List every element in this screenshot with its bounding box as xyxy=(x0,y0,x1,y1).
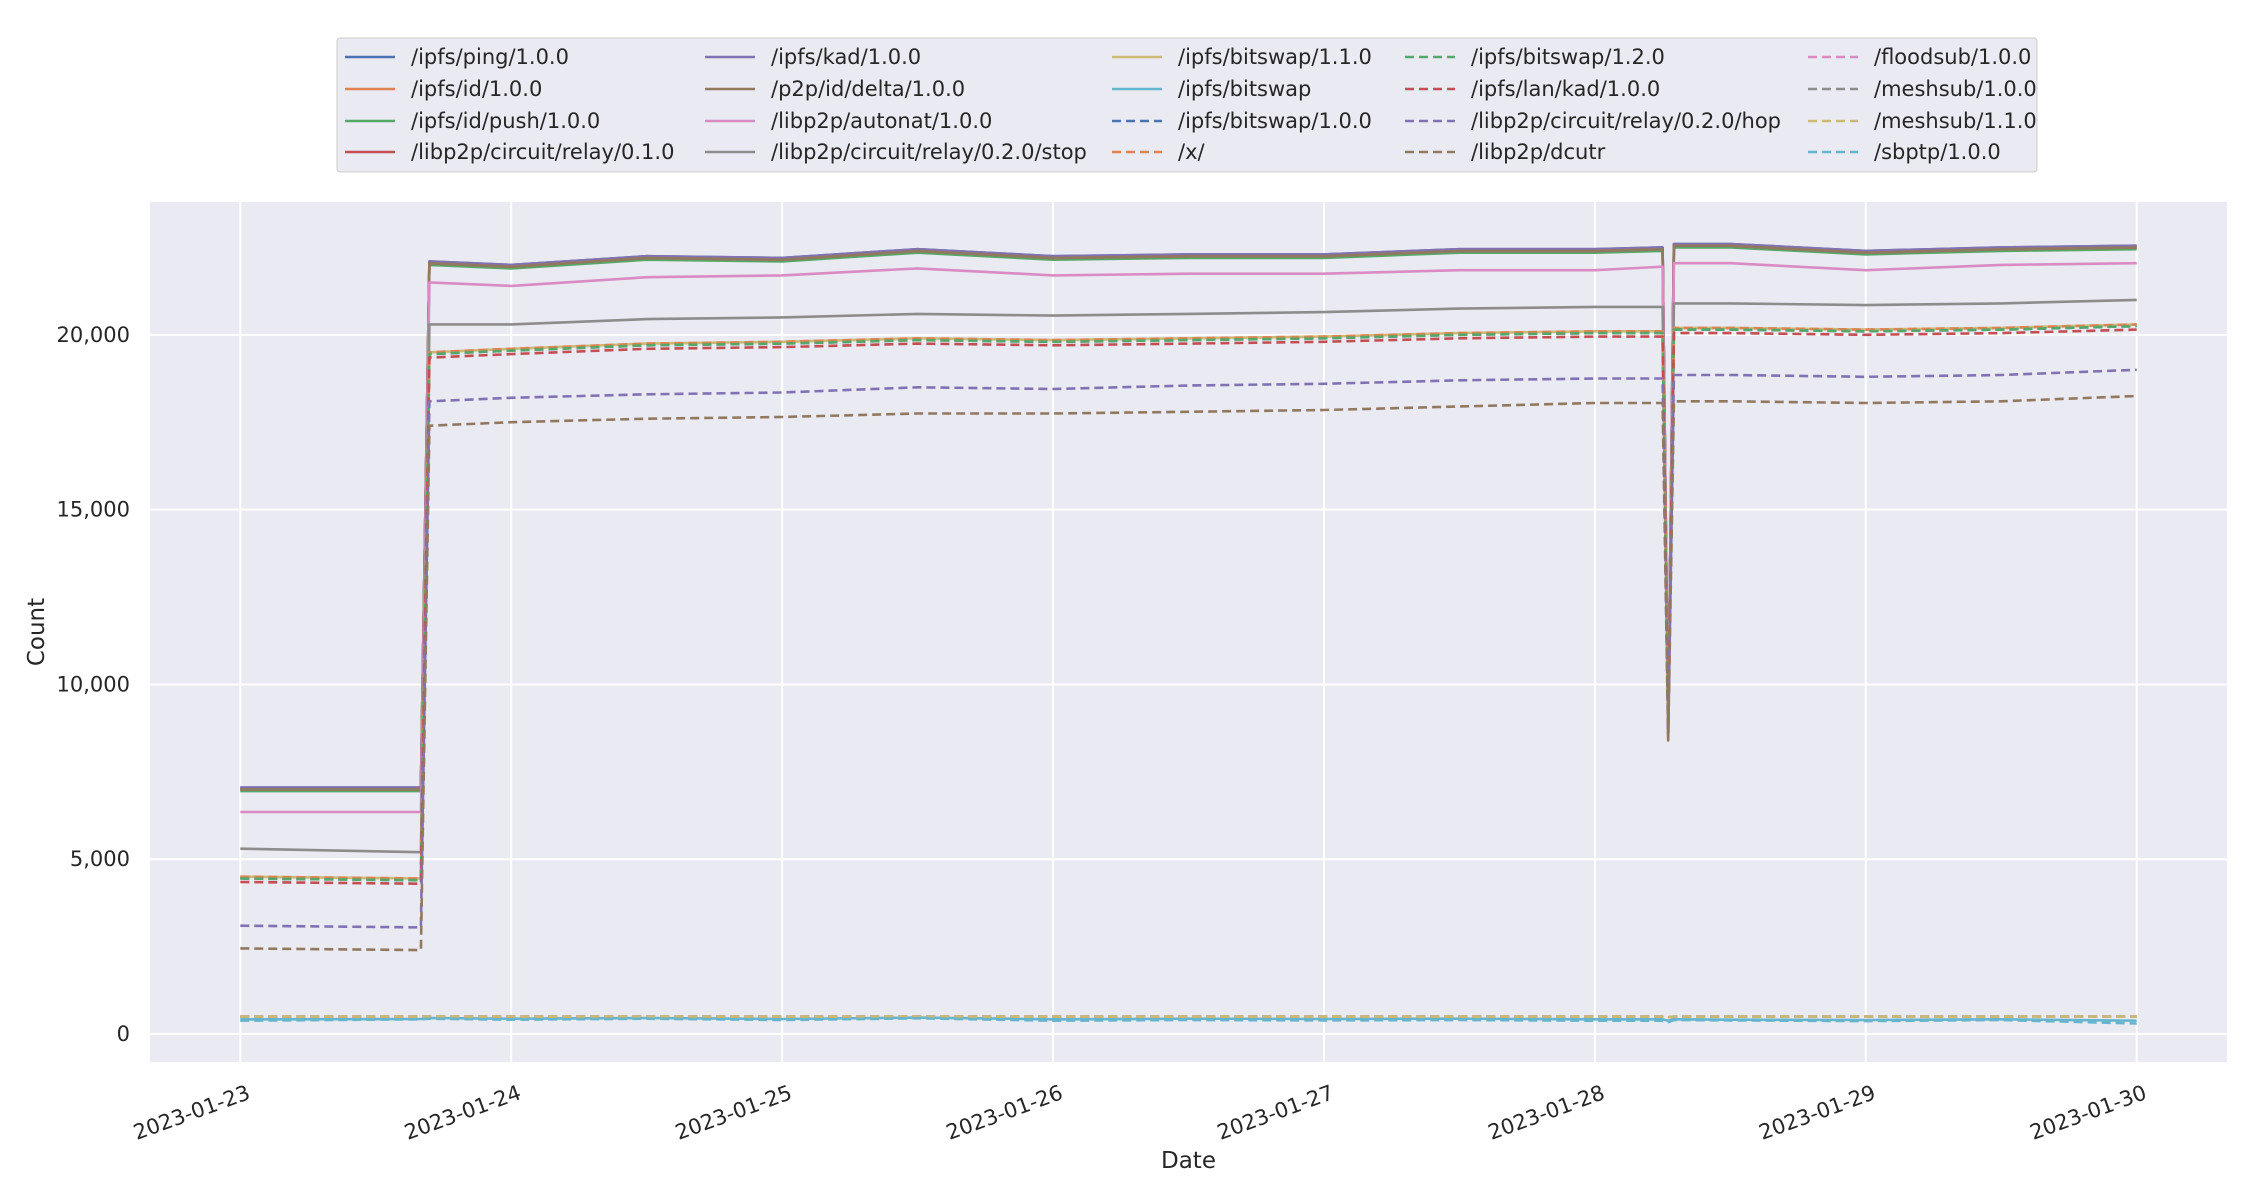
legend-label: /ipfs/kad/1.0.0 xyxy=(771,45,921,69)
legend-label: /ipfs/ping/1.0.0 xyxy=(411,45,569,69)
series-line-11 xyxy=(240,323,2137,880)
x-axis-ticks: 2023-01-23 2023-01-24 2023-01-25 2023-01-26… xyxy=(130,1080,2149,1144)
legend: /ipfs/ping/1.0.0/ipfs/id/1.0.0/ipfs/id/p… xyxy=(336,37,2038,173)
series-line-19 xyxy=(240,1016,2137,1025)
legend-label: /libp2p/autonat/1.0.0 xyxy=(771,109,992,133)
gridlines xyxy=(150,202,2227,1062)
legend-label: /ipfs/bitswap/1.1.0 xyxy=(1178,45,1372,69)
series-line-5 xyxy=(240,244,2137,791)
legend-label: /ipfs/id/push/1.0.0 xyxy=(411,109,600,133)
legend-label: /meshsub/1.1.0 xyxy=(1874,109,2037,133)
legend-label: /libp2p/circuit/relay/0.2.0/hop xyxy=(1471,109,1781,133)
y-axis-label: Count xyxy=(24,598,50,666)
plot-area-background xyxy=(150,202,2227,1062)
legend-label: /ipfs/id/1.0.0 xyxy=(411,77,542,101)
series-lines xyxy=(240,242,2137,1025)
legend-label: /p2p/id/delta/1.0.0 xyxy=(771,77,965,101)
legend-label: /libp2p/dcutr xyxy=(1471,140,1606,164)
x-tick-label: 2023-01-27 xyxy=(1214,1080,1337,1144)
x-tick-label: 2023-01-29 xyxy=(1756,1080,1879,1144)
series-line-14 xyxy=(240,368,2137,929)
x-tick-label: 2023-01-24 xyxy=(401,1080,524,1144)
series-line-15 xyxy=(240,394,2137,952)
y-tick-label: 10,000 xyxy=(57,672,130,696)
x-tick-label: 2023-01-28 xyxy=(1485,1080,1608,1144)
series-line-13 xyxy=(240,328,2137,886)
series-line-12 xyxy=(240,324,2137,882)
legend-label: /ipfs/lan/kad/1.0.0 xyxy=(1471,77,1660,101)
legend-label: /meshsub/1.0.0 xyxy=(1874,77,2037,101)
legend-label: /ipfs/bitswap xyxy=(1178,77,1311,101)
legend-label: /sbptp/1.0.0 xyxy=(1874,140,2001,164)
series-line-18 xyxy=(240,1015,2137,1019)
y-tick-label: 0 xyxy=(117,1022,130,1046)
series-line-2 xyxy=(240,246,2137,793)
legend-label: /ipfs/bitswap/1.0.0 xyxy=(1178,109,1372,133)
x-axis-label: Date xyxy=(1161,1148,1216,1174)
legend-label: /floodsub/1.0.0 xyxy=(1874,45,2031,69)
legend-box xyxy=(336,37,2038,173)
x-tick-label: 2023-01-25 xyxy=(672,1080,795,1144)
legend-label: /libp2p/circuit/relay/0.2.0/stop xyxy=(771,140,1087,164)
y-tick-label: 20,000 xyxy=(57,323,130,347)
x-tick-label: 2023-01-26 xyxy=(943,1080,1066,1144)
series-line-6 xyxy=(240,261,2137,814)
y-tick-label: 5,000 xyxy=(70,847,130,871)
x-tick-label: 2023-01-23 xyxy=(130,1080,253,1144)
series-line-7 xyxy=(240,298,2137,854)
x-tick-label: 2023-01-30 xyxy=(2027,1080,2150,1144)
y-axis-ticks: 0 5,000 10,000 15,000 20,000 xyxy=(57,323,130,1046)
legend-label: /libp2p/circuit/relay/0.1.0 xyxy=(411,140,674,164)
legend-label: /x/ xyxy=(1178,140,1206,164)
series-line-4 xyxy=(240,242,2137,789)
legend-label: /ipfs/bitswap/1.2.0 xyxy=(1471,45,1665,69)
y-tick-label: 15,000 xyxy=(57,498,130,522)
